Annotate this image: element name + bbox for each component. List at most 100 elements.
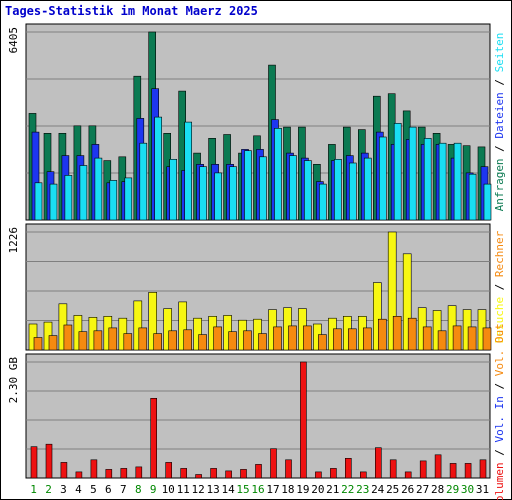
bar-volumen-day-28	[434, 454, 442, 479]
day-label-21: 21	[326, 483, 339, 496]
bar-volumen-day-3	[60, 462, 68, 479]
bar-seiten-day-6	[109, 180, 118, 221]
bar-rechner-day-14	[228, 331, 237, 351]
bar-seiten-day-10	[169, 159, 177, 221]
bar-seiten-day-14	[229, 166, 237, 221]
legend-segment-visits-2: Rechner	[493, 230, 506, 277]
day-label-19: 19	[296, 483, 309, 496]
bar-besuche-day-12	[193, 317, 202, 351]
day-label-28: 28	[431, 483, 444, 496]
bar-rechner-day-7	[123, 333, 133, 351]
bar-seiten-day-4	[79, 165, 88, 221]
bar-volumen-day-13	[210, 468, 217, 479]
day-label-30: 30	[461, 483, 474, 496]
bar-volumen-day-6	[105, 469, 113, 479]
panel-visits-legend: Besuche / Rechner	[493, 230, 506, 343]
bar-rechner-day-21	[333, 328, 342, 351]
day-label-9: 9	[150, 483, 157, 496]
day-label-14: 14	[221, 483, 235, 496]
bar-rechner-day-8	[138, 327, 148, 351]
legend-segment-requests-0: Anfragen	[493, 158, 506, 211]
bar-seiten-day-22	[348, 162, 357, 221]
day-label-20: 20	[311, 483, 324, 496]
day-label-4: 4	[75, 483, 82, 496]
bar-volumen-day-18	[285, 459, 292, 479]
bar-volumen-day-9	[150, 397, 157, 479]
bar-seiten-day-8	[139, 142, 148, 221]
bar-seiten-day-12	[199, 166, 207, 221]
day-label-7: 7	[120, 483, 127, 496]
bar-rechner-day-16	[258, 333, 267, 351]
bar-volumen-day-8	[135, 466, 143, 479]
bar-volumen-day-7	[120, 468, 128, 479]
bar-volumen-day-12	[195, 474, 202, 479]
bar-rechner-day-10	[168, 330, 177, 351]
bar-rechner-day-22	[347, 328, 357, 351]
bar-seiten-day-7	[124, 177, 133, 221]
bar-seiten-day-13	[214, 172, 222, 221]
panel-volume-legend: Volumen / Vol. In / Vol. Out	[493, 323, 506, 500]
bar-volumen-day-26	[404, 471, 412, 479]
bar-rechner-day-27	[422, 326, 432, 351]
bar-seiten-day-17	[274, 128, 282, 221]
bar-rechner-day-13	[213, 326, 222, 351]
bar-rechner-day-19	[303, 325, 312, 351]
bar-seiten-day-27	[423, 138, 432, 221]
panel-requests-bars	[28, 31, 492, 221]
bar-volumen-day-21	[330, 468, 337, 479]
bar-besuche-day-28	[432, 310, 442, 351]
bar-seiten-day-23	[363, 157, 372, 221]
bar-volumen-day-19	[300, 361, 307, 479]
legend-segment-volume-3: /	[493, 376, 506, 396]
bar-rechner-day-23	[362, 327, 372, 351]
day-label-10: 10	[162, 483, 175, 496]
bar-seiten-day-2	[49, 183, 58, 221]
panel-requests: 6405	[7, 23, 492, 221]
day-label-5: 5	[90, 483, 97, 496]
bar-rechner-day-2	[48, 335, 58, 351]
panel-volume: 2.30 GB	[7, 353, 491, 479]
bar-volumen-day-1	[30, 446, 38, 479]
bar-rechner-day-24	[377, 318, 387, 351]
bar-volumen-day-24	[374, 447, 382, 479]
bar-rechner-day-15	[243, 330, 252, 351]
bar-seiten-day-21	[334, 159, 342, 221]
bar-volumen-day-5	[90, 459, 98, 479]
panel-volume-background	[25, 353, 491, 479]
bar-volumen-day-23	[359, 471, 367, 479]
panel-requests-legend: Anfragen / Dateien / Seiten	[493, 33, 506, 212]
bar-volumen-day-17	[270, 448, 277, 479]
bar-rechner-day-18	[288, 325, 297, 351]
bar-rechner-day-12	[198, 334, 207, 351]
bar-seiten-day-3	[64, 175, 73, 221]
panel-visits: 1226	[7, 223, 492, 351]
bar-volumen-day-20	[315, 471, 322, 479]
bar-rechner-day-4	[78, 331, 88, 351]
bar-rechner-day-9	[153, 333, 162, 351]
bar-seiten-day-16	[259, 156, 267, 221]
legend-segment-volume-0: Volumen	[493, 462, 506, 500]
bar-volumen-day-22	[344, 457, 352, 479]
day-label-27: 27	[416, 483, 429, 496]
bar-volumen-day-29	[449, 463, 457, 479]
bar-rechner-day-1	[33, 337, 43, 351]
bar-volumen-day-10	[165, 462, 172, 479]
bar-seiten-day-19	[304, 160, 312, 221]
bar-rechner-day-6	[108, 327, 118, 351]
legend-segment-visits-1: /	[493, 277, 506, 297]
day-label-2: 2	[45, 483, 52, 496]
bar-volumen-day-25	[389, 459, 397, 479]
bar-volumen-day-16	[255, 464, 262, 479]
bar-seiten-day-31	[483, 183, 492, 221]
bar-volumen-day-15	[240, 469, 247, 479]
bar-volumen-day-27	[419, 460, 427, 479]
panel-requests-max-label: 6405	[7, 27, 20, 54]
day-label-31: 31	[476, 483, 489, 496]
bar-rechner-day-3	[63, 324, 73, 351]
day-label-29: 29	[446, 483, 459, 496]
bar-besuche-day-11	[178, 301, 187, 351]
bar-volumen-day-2	[45, 443, 53, 479]
legend-segment-visits-0: Besuche	[493, 297, 506, 343]
bar-seiten-day-9	[154, 116, 162, 221]
